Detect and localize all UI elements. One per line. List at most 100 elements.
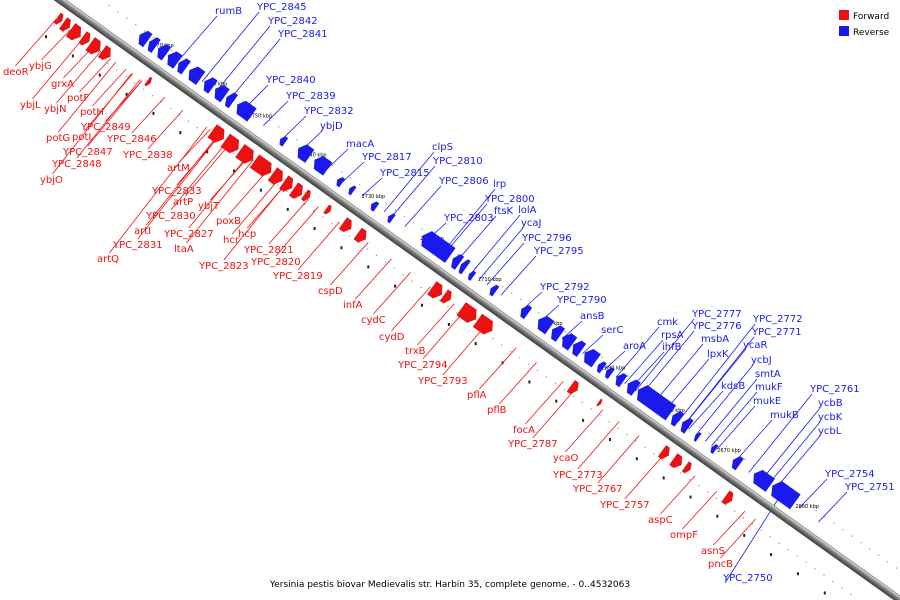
- leader-line: [682, 490, 718, 530]
- reverse-gene-arrow: [710, 443, 719, 455]
- strand-dot: [850, 593, 852, 596]
- marker: [179, 131, 182, 135]
- strand-dot: [653, 453, 655, 455]
- strand-dot: [805, 561, 807, 564]
- reverse-gene-arrow: [636, 384, 677, 421]
- leader-line: [147, 109, 184, 150]
- gene-label-msbA: msbA: [701, 334, 729, 345]
- reverse-gene-arrow: [157, 43, 172, 61]
- gene-label-cydC: cydC: [361, 315, 386, 326]
- leader-line: [478, 227, 524, 280]
- strand-dot: [135, 23, 137, 26]
- gene-label-lrp: lrp: [493, 179, 506, 190]
- strand-dot: [689, 478, 691, 480]
- legend: Forward Reverse: [839, 10, 890, 38]
- reverse-gene-arrow: [147, 37, 161, 54]
- leader-line: [185, 143, 231, 197]
- reverse-gene-arrow: [680, 417, 694, 434]
- strand-dot: [322, 216, 324, 218]
- leader-line: [263, 100, 289, 126]
- gene-label-YPC_2796: YPC_2796: [521, 233, 572, 244]
- strand-dot: [699, 426, 701, 429]
- strand-dot: [296, 139, 298, 141]
- gene-label-ftsK: ftsK: [494, 206, 513, 217]
- gene-label-mukE: mukE: [753, 396, 781, 407]
- tick-label: 2680 kbp: [661, 408, 685, 414]
- leader-line: [713, 511, 746, 546]
- strand-dot: [537, 311, 540, 314]
- leader-line: [597, 435, 640, 484]
- map-caption: Yersinia pestis biovar Medievalis str. H…: [269, 580, 630, 590]
- strand-dot: [742, 516, 745, 519]
- leader-line: [188, 155, 248, 229]
- leader-line: [56, 50, 102, 104]
- gene-label-potF: potF: [67, 93, 89, 104]
- strand-dot: [734, 452, 737, 454]
- strand-dot: [554, 382, 557, 385]
- marker: [420, 303, 423, 307]
- forward-gene-arrow: [58, 17, 72, 32]
- marker: [608, 438, 611, 442]
- reverse-gene-arrow: [138, 30, 153, 48]
- marker: [152, 111, 155, 115]
- strand-dot: [878, 554, 880, 557]
- gene-label-YPC_2751: YPC_2751: [844, 482, 895, 493]
- marker: [582, 418, 585, 422]
- leader-line: [170, 141, 228, 211]
- gene-arrows: [53, 12, 801, 510]
- strand-dot: [706, 491, 709, 493]
- leader-line: [565, 409, 604, 453]
- strand-dot: [590, 408, 592, 410]
- marker: [528, 380, 531, 384]
- gene-label-YPC_2831: YPC_2831: [112, 240, 163, 251]
- gene-label-cydD: cydD: [379, 332, 405, 343]
- strand-dot: [108, 4, 110, 7]
- tick-label: 2760 kbp: [204, 81, 228, 87]
- gene-label-YPC_2819: YPC_2819: [272, 271, 323, 282]
- forward-gene-arrow: [97, 45, 111, 61]
- leader-line: [624, 453, 665, 500]
- gene-label-YPC_2806: YPC_2806: [438, 176, 489, 187]
- gene-label-YPC_2757: YPC_2757: [599, 500, 650, 511]
- strand-dot: [232, 152, 234, 154]
- gene-label-ycaR: ycaR: [743, 340, 768, 351]
- strand-dot: [169, 107, 172, 110]
- leader-line: [441, 188, 496, 254]
- marker: [98, 73, 101, 77]
- gene-label-ycaJ: ycaJ: [521, 218, 542, 229]
- strand-dot: [832, 580, 834, 583]
- gene-label-YPC_2817: YPC_2817: [361, 152, 412, 163]
- leader-line: [297, 221, 340, 271]
- strand-dot: [332, 164, 334, 167]
- reverse-gene-arrow: [336, 176, 346, 188]
- gene-label-YPC_2823: YPC_2823: [198, 261, 249, 272]
- gene-label-YPC_2776: YPC_2776: [691, 321, 742, 332]
- strand-dot: [644, 446, 646, 449]
- marker: [206, 150, 209, 154]
- forward-gene-arrow: [338, 217, 352, 233]
- leader-line: [391, 286, 431, 332]
- gene-label-YPC_2815: YPC_2815: [379, 168, 430, 179]
- gene-label-YPC_2841: YPC_2841: [277, 29, 328, 40]
- tick-label: 2740 kbp: [303, 152, 327, 158]
- gene-label-potH: potH: [80, 107, 104, 118]
- gene-label-rumB: rumB: [215, 6, 242, 17]
- gene-label-ybjL: ybjL: [20, 100, 41, 111]
- leader-line: [720, 518, 756, 559]
- leader-line: [179, 129, 211, 163]
- leader-line: [734, 419, 773, 463]
- leader-line: [201, 11, 260, 83]
- strand-dot: [340, 170, 343, 173]
- forward-gene-arrow: [207, 124, 225, 143]
- marker: [233, 169, 236, 173]
- strand-dot: [125, 75, 127, 78]
- gene-label-YPC_2849: YPC_2849: [80, 122, 131, 133]
- strand-dot: [412, 222, 414, 224]
- marker: [313, 227, 316, 231]
- strand-dot: [733, 510, 736, 512]
- forward-gene-arrow: [596, 398, 603, 407]
- forward-gene-arrow: [235, 143, 254, 164]
- marker: [555, 399, 558, 403]
- marker: [367, 265, 370, 269]
- strand-dot: [151, 94, 154, 97]
